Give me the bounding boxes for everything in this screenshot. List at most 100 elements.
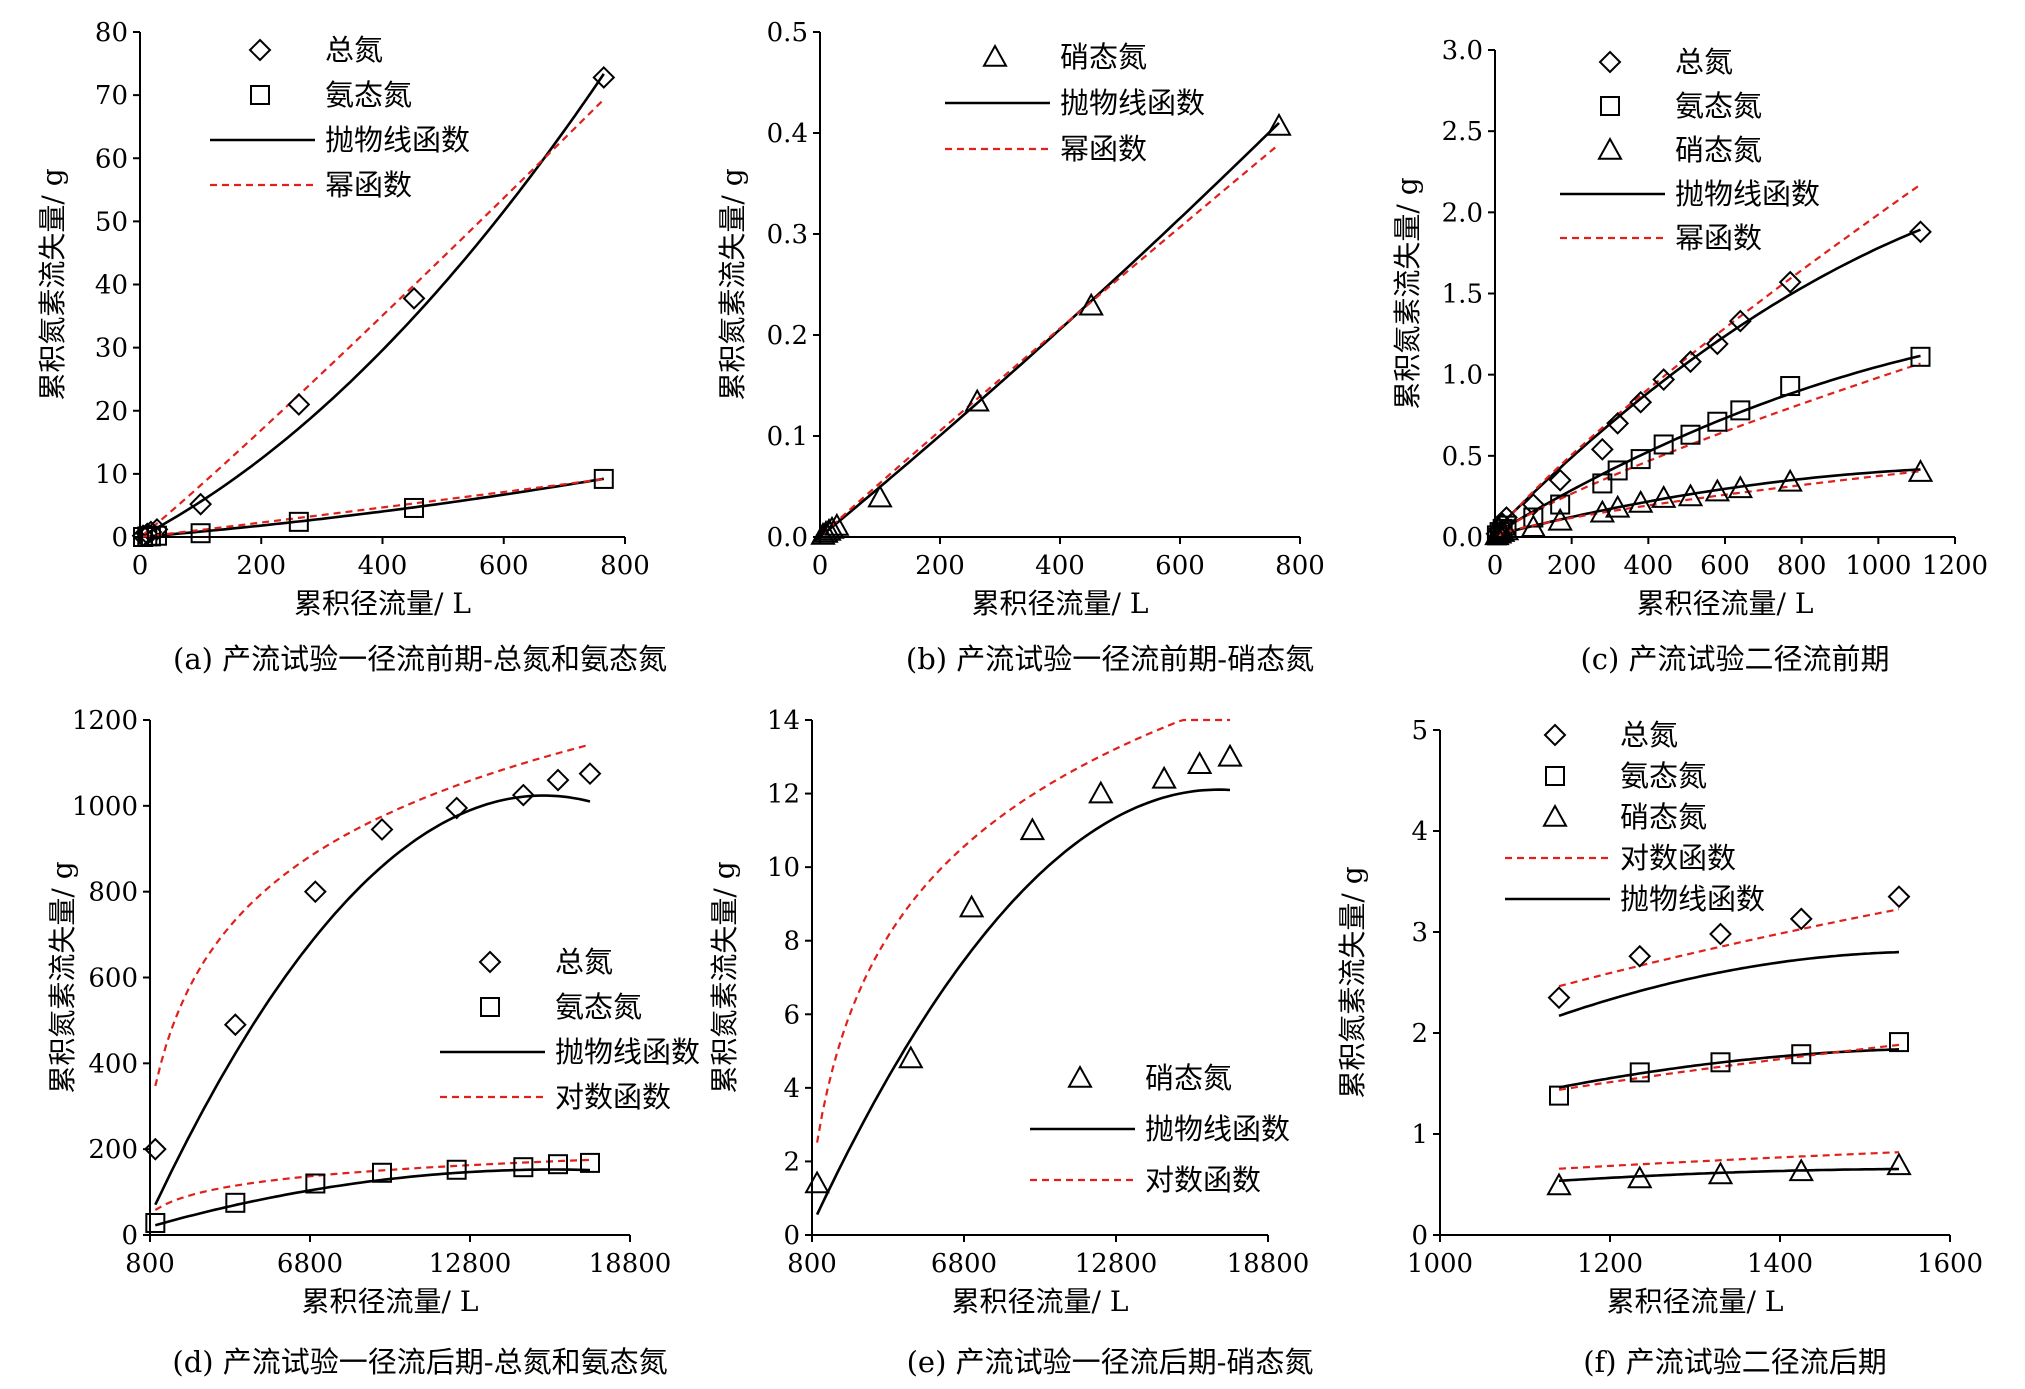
data-point-diamond (303, 880, 327, 904)
data-point-square (1607, 460, 1628, 481)
data-point-square (1592, 473, 1613, 494)
data-point-triangle (819, 515, 845, 539)
x-tick-label: 800 (787, 1249, 837, 1279)
legend-marker-tn (478, 950, 502, 974)
legend-marker-tn (1598, 50, 1622, 74)
data-point-triangle (1493, 517, 1520, 541)
legend-label-parabola: 抛物线函数 (1675, 177, 1820, 211)
data-point-square (1707, 411, 1728, 432)
y-tick-label: 200 (88, 1135, 138, 1165)
fit-curve-parabola-series-0 (822, 121, 1280, 536)
x-tick-label: 400 (358, 551, 408, 581)
y-tick-label: 0.1 (767, 422, 808, 452)
legend-label-parabola: 抛物线函数 (1060, 86, 1205, 120)
panel-caption: (b) 产流试验一径流前期-硝态氮 (906, 642, 1314, 676)
legend-marker-tn (1543, 723, 1567, 747)
data-point-square (1730, 400, 1751, 421)
y-axis-label: 累积氮素流失量/ g (36, 168, 69, 400)
y-tick-label: 0 (783, 1221, 800, 1251)
data-point-diamond (1778, 270, 1802, 294)
y-tick-label: 2.0 (1442, 198, 1483, 228)
y-tick-label: 50 (95, 207, 128, 237)
data-point-triangle (1266, 112, 1292, 136)
y-tick-label: 2.5 (1442, 117, 1483, 147)
legend-marker-an (250, 85, 270, 105)
chart-panel-e: 0 2 4 6 8 10 12 14 800 6800 12800 18800 累积径流量/ L 累积氮素… (708, 706, 1313, 1379)
data-point-diamond (1606, 411, 1630, 435)
data-point-square (404, 497, 425, 518)
panel-caption: (a) 产流试验一径流前期-总氮和氨态氮 (173, 642, 667, 676)
x-tick-label: 12800 (1075, 1249, 1158, 1279)
data-point-square (190, 523, 211, 544)
data-point-diamond (287, 393, 311, 416)
data-point-square (1710, 1052, 1731, 1073)
data-point-triangle (1627, 1165, 1653, 1189)
y-axis-label: 累积氮素流失量/ g (46, 861, 79, 1093)
y-tick-label: 0.3 (767, 220, 808, 250)
legend-label-an: 氨态氮 (555, 990, 642, 1024)
x-tick-label: 800 (1777, 551, 1827, 581)
x-tick-label: 6800 (277, 1249, 343, 1279)
panel-caption: (c) 产流试验二径流前期 (1580, 642, 1889, 676)
y-tick-label: 10 (95, 460, 128, 490)
data-point-triangle (964, 388, 990, 412)
y-tick-label: 3 (1411, 918, 1428, 948)
x-tick-label: 1200 (1577, 1249, 1643, 1279)
x-tick-label: 6800 (931, 1249, 997, 1279)
x-tick-label: 800 (125, 1249, 175, 1279)
y-axis-label: 累积氮素流失量/ g (1391, 177, 1424, 409)
data-point-triangle (867, 484, 893, 508)
legend-marker-an (1545, 766, 1565, 786)
y-tick-label: 4 (783, 1074, 800, 1104)
data-point-triangle (1677, 483, 1704, 507)
legend-label-tn: 总氮 (555, 945, 613, 979)
data-point-square (1550, 494, 1571, 515)
data-point-triangle (824, 512, 850, 536)
legend-marker-an (1600, 96, 1620, 116)
x-tick-label: 18800 (589, 1249, 672, 1279)
data-point-diamond (1887, 885, 1911, 909)
panel-caption: (f) 产流试验二径流后期 (1583, 1345, 1887, 1379)
chart-panel-c: 0.0 0.5 1.0 1.5 2.0 2.5 3.0 0 200 400 600 800 1000 12… (1391, 36, 1988, 676)
legend-label-parabola: 抛物线函数 (1620, 882, 1765, 916)
fit-curve-power-series-0 (142, 98, 605, 536)
x-tick-label: 200 (1547, 551, 1597, 581)
legend-label-log: 对数函数 (1145, 1163, 1261, 1197)
panel-caption: (e) 产流试验一径流后期-硝态氮 (907, 1345, 1314, 1379)
data-point-diamond (189, 492, 213, 516)
legend-label-tn: 总氮 (1620, 718, 1678, 752)
chart-panel-d: 0 200 400 600 800 1000 1200 800 6800 12800 18800 累积… (46, 706, 700, 1379)
legend-marker-nn (1597, 136, 1623, 160)
chart-panel-b: 0.0 0.1 0.2 0.3 0.4 0.5 0 200 400 600 800 累积径流量/ L 累… (716, 18, 1325, 676)
data-point-square (1791, 1044, 1812, 1065)
data-point-triangle (1886, 1152, 1912, 1176)
legend-marker-tn (248, 38, 272, 62)
data-point-triangle (1546, 1172, 1572, 1196)
panel-caption: (d) 产流试验一径流后期-总氮和氨态氮 (172, 1345, 667, 1379)
data-point-triangle (1907, 459, 1934, 482)
y-tick-label: 5 (1411, 716, 1428, 746)
data-point-square (548, 1154, 568, 1175)
legend-label-an: 氨态氮 (1675, 89, 1762, 123)
data-point-triangle (1650, 484, 1677, 508)
fit-curve-parabola-series-0 (1495, 228, 1921, 530)
y-tick-label: 30 (95, 334, 128, 364)
legend-label-tn: 总氮 (325, 33, 383, 67)
y-tick-label: 0.4 (767, 119, 808, 149)
y-tick-label: 0.2 (767, 321, 808, 351)
data-point-diamond (511, 783, 535, 807)
data-point-square (1630, 449, 1651, 470)
data-point-triangle (1777, 468, 1803, 492)
data-point-triangle (1486, 520, 1513, 544)
y-tick-label: 600 (88, 964, 138, 994)
x-tick-label: 800 (1275, 551, 1325, 581)
legend-label-an: 氨态氮 (1620, 759, 1707, 793)
y-axis-label: 累积氮素流失量/ g (708, 861, 741, 1093)
y-tick-label: 4 (1411, 817, 1428, 847)
data-point-triangle (1151, 765, 1177, 789)
data-point-square (593, 468, 614, 489)
y-tick-label: 70 (95, 81, 128, 111)
data-point-triangle (1078, 292, 1104, 316)
y-tick-label: 0.0 (1442, 523, 1483, 553)
